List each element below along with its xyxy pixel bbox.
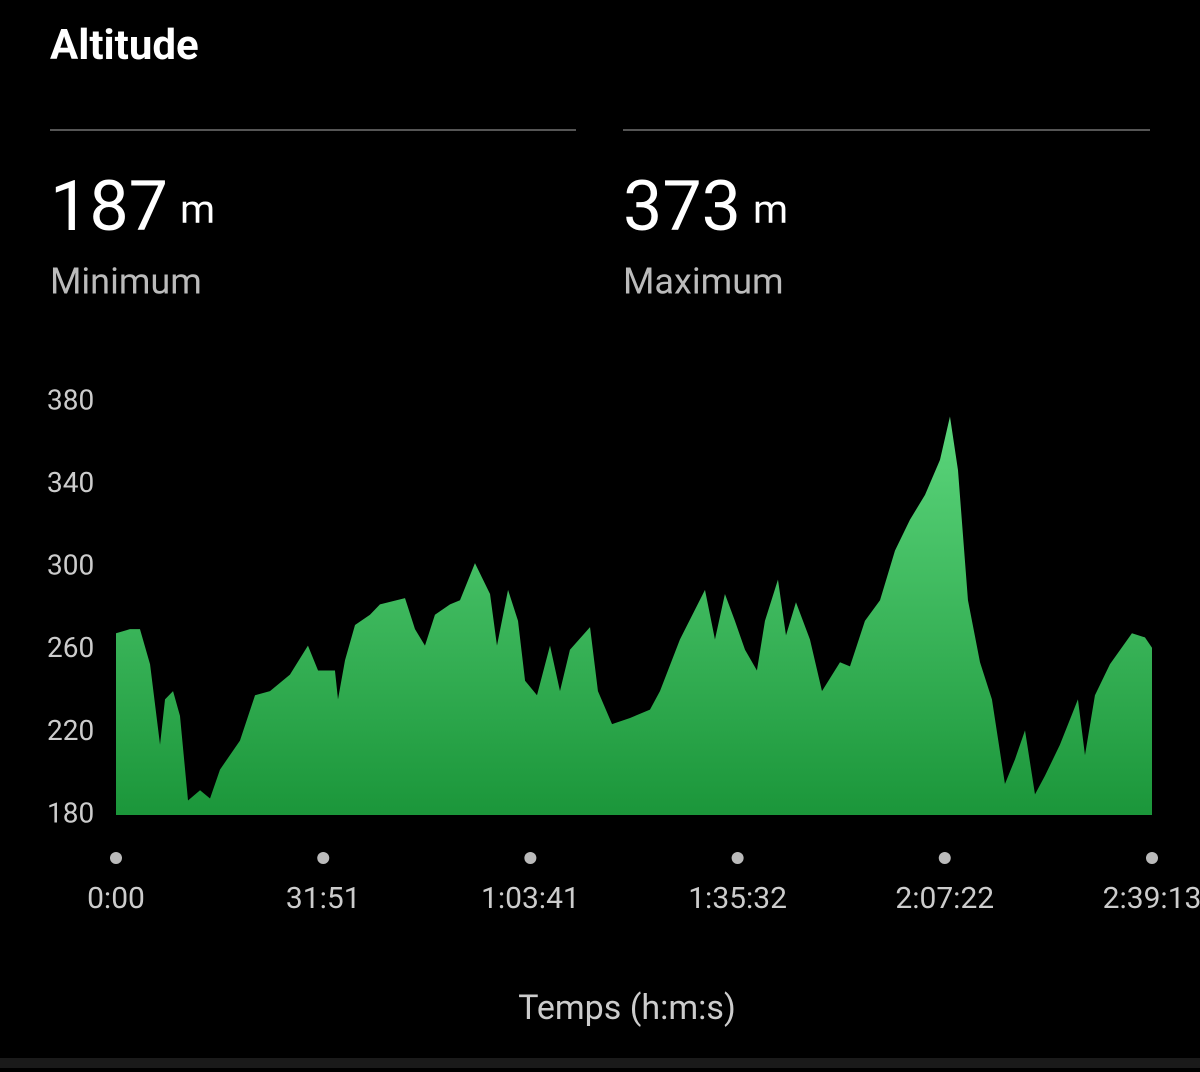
y-tick-label: 220 — [47, 714, 94, 747]
x-tick-dot — [524, 852, 537, 864]
x-axis-label: Temps (h:m:s) — [518, 988, 736, 1028]
title: Altitude — [50, 21, 199, 70]
x-tick-label: 1:35:32 — [688, 881, 787, 916]
x-tick-label: 2:07:22 — [895, 881, 994, 916]
stat-label: Maximum — [623, 261, 784, 303]
x-tick-label: 31:51 — [286, 881, 361, 916]
x-tick-label: 1:03:41 — [481, 881, 580, 916]
y-tick-label: 180 — [47, 796, 94, 829]
x-tick-dot — [1146, 852, 1158, 864]
stat-label: Minimum — [50, 261, 202, 303]
x-tick-dot — [938, 852, 951, 864]
y-tick-label: 260 — [47, 631, 94, 664]
x-tick-label: 0:00 — [87, 881, 145, 916]
altitude-area — [116, 416, 1152, 815]
stat-value: 373 m — [623, 166, 788, 248]
stat-number: 373 — [623, 166, 741, 248]
stat-unit: m — [753, 186, 788, 233]
x-tick-dot — [110, 852, 122, 864]
x-tick-dot — [317, 852, 330, 864]
x-tick-label: 2:39:13 — [1103, 881, 1200, 916]
stat-unit: m — [180, 186, 215, 233]
y-tick-label: 340 — [47, 466, 94, 499]
x-tick-dot — [731, 852, 744, 864]
y-tick-label: 380 — [47, 383, 94, 416]
y-tick-label: 300 — [47, 549, 94, 582]
bottom-bar — [0, 1058, 1200, 1068]
stat-value: 187 m — [50, 166, 215, 248]
stat-number: 187 — [50, 166, 168, 248]
